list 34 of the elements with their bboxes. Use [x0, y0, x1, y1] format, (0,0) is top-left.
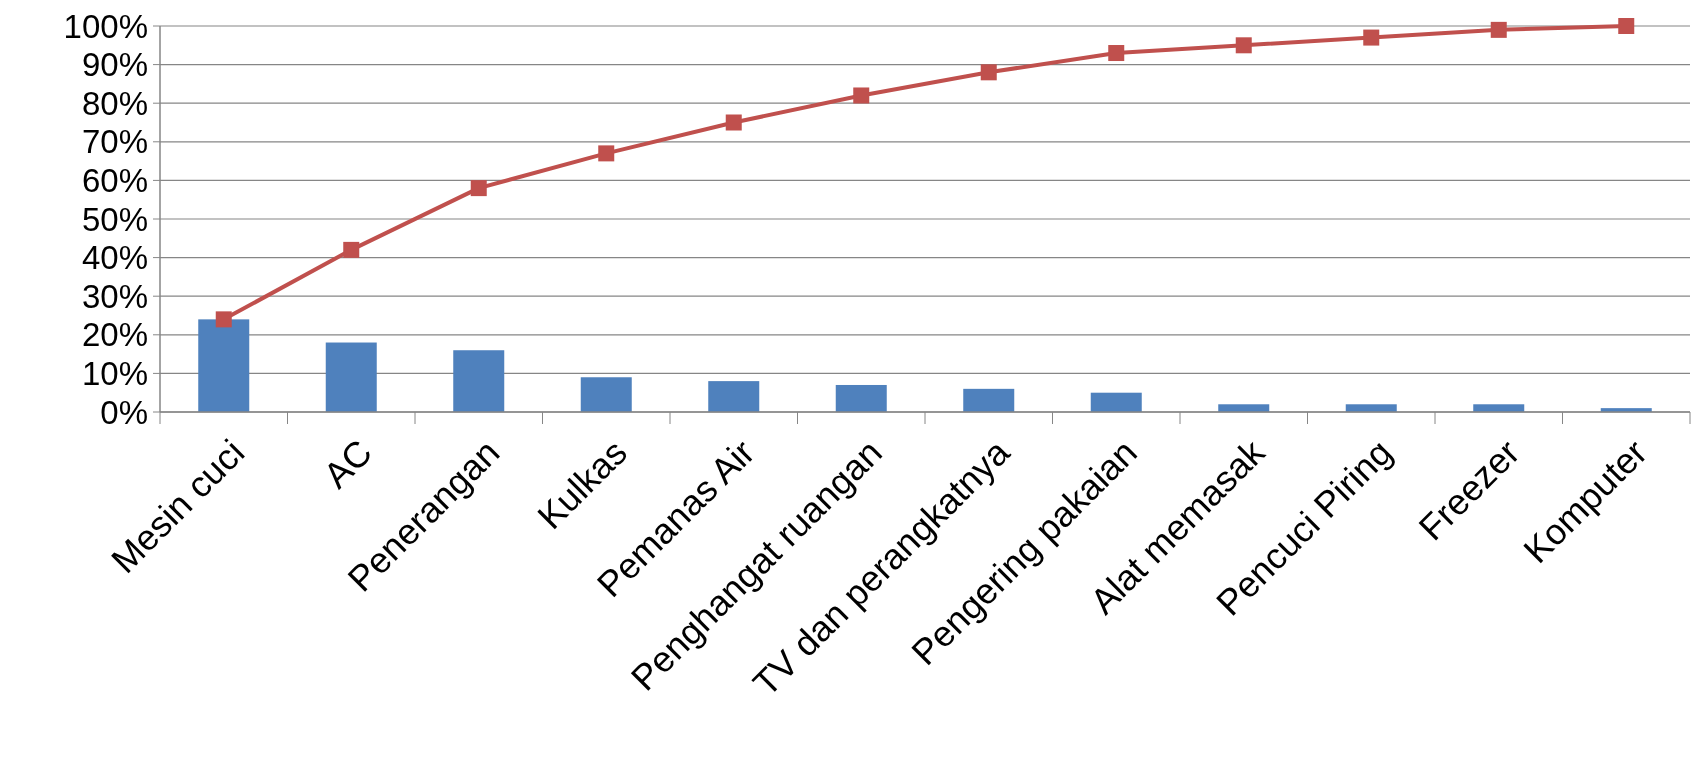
point	[853, 87, 870, 104]
point	[1490, 21, 1507, 38]
bar	[1345, 404, 1397, 412]
y-tick-label: 30%	[81, 277, 148, 315]
point	[1235, 37, 1252, 54]
y-tick-label: 80%	[81, 84, 148, 122]
point	[980, 64, 997, 81]
point	[470, 180, 487, 197]
bar	[1218, 404, 1270, 412]
bar	[1090, 392, 1142, 412]
bar	[963, 388, 1015, 412]
point	[598, 145, 615, 162]
y-tick-label: 10%	[81, 354, 148, 392]
bar	[453, 350, 505, 412]
bar	[708, 381, 760, 412]
point	[1363, 29, 1380, 46]
point	[215, 311, 232, 328]
y-tick-label: 40%	[81, 239, 148, 277]
bar	[580, 377, 632, 412]
point	[1108, 45, 1125, 62]
y-tick-label: 100%	[63, 7, 148, 45]
y-tick-label: 20%	[81, 316, 148, 354]
point	[343, 241, 360, 258]
bar	[325, 342, 377, 412]
y-tick-label: 60%	[81, 161, 148, 199]
bar	[835, 384, 887, 412]
point	[1618, 18, 1635, 34]
bar	[198, 319, 250, 412]
y-tick-label: 50%	[81, 200, 148, 238]
y-tick-label: 0%	[100, 393, 148, 431]
y-tick-label: 90%	[81, 46, 148, 84]
bar	[1473, 404, 1525, 412]
y-tick-label: 70%	[81, 123, 148, 161]
point	[725, 114, 742, 131]
